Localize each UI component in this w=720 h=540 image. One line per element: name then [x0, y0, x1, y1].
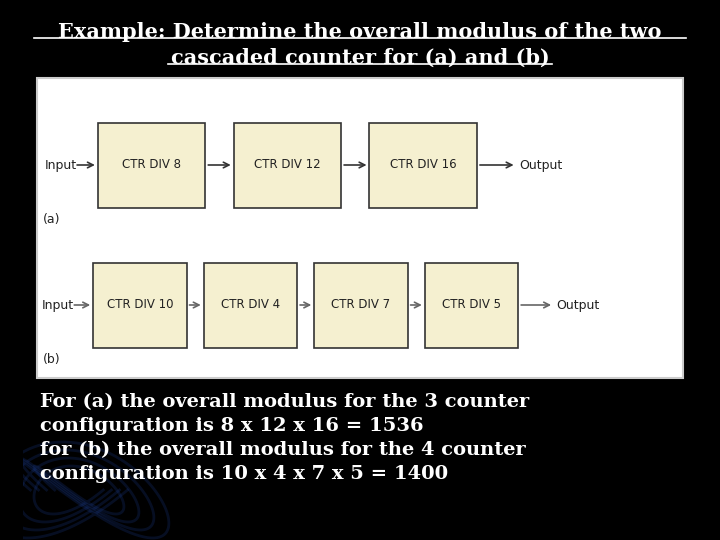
FancyBboxPatch shape: [37, 78, 683, 378]
Text: Input: Input: [42, 299, 73, 312]
Text: For (a) the overall modulus for the 3 counter: For (a) the overall modulus for the 3 co…: [40, 393, 529, 411]
FancyBboxPatch shape: [204, 262, 297, 348]
FancyBboxPatch shape: [93, 262, 186, 348]
FancyBboxPatch shape: [98, 123, 205, 207]
Text: Example: Determine the overall modulus of the two: Example: Determine the overall modulus o…: [58, 22, 662, 42]
Text: Output: Output: [557, 299, 600, 312]
Text: configuration is 8 x 12 x 16 = 1536: configuration is 8 x 12 x 16 = 1536: [40, 417, 423, 435]
Text: configuration is 10 x 4 x 7 x 5 = 1400: configuration is 10 x 4 x 7 x 5 = 1400: [40, 465, 448, 483]
Text: CTR DIV 8: CTR DIV 8: [122, 159, 181, 172]
Text: for (b) the overall modulus for the 4 counter: for (b) the overall modulus for the 4 co…: [40, 441, 526, 459]
Text: CTR DIV 16: CTR DIV 16: [390, 159, 456, 172]
Text: CTR DIV 5: CTR DIV 5: [442, 299, 501, 312]
FancyBboxPatch shape: [425, 262, 518, 348]
FancyBboxPatch shape: [233, 123, 341, 207]
Text: CTR DIV 12: CTR DIV 12: [254, 159, 320, 172]
Text: (b): (b): [43, 353, 61, 366]
FancyBboxPatch shape: [369, 123, 477, 207]
Text: (a): (a): [43, 213, 61, 226]
Text: Output: Output: [519, 159, 562, 172]
FancyBboxPatch shape: [314, 262, 408, 348]
Text: CTR DIV 4: CTR DIV 4: [221, 299, 280, 312]
Text: Input: Input: [45, 159, 76, 172]
Text: cascaded counter for (a) and (b): cascaded counter for (a) and (b): [171, 48, 549, 68]
Text: CTR DIV 7: CTR DIV 7: [331, 299, 390, 312]
Text: CTR DIV 10: CTR DIV 10: [107, 299, 173, 312]
